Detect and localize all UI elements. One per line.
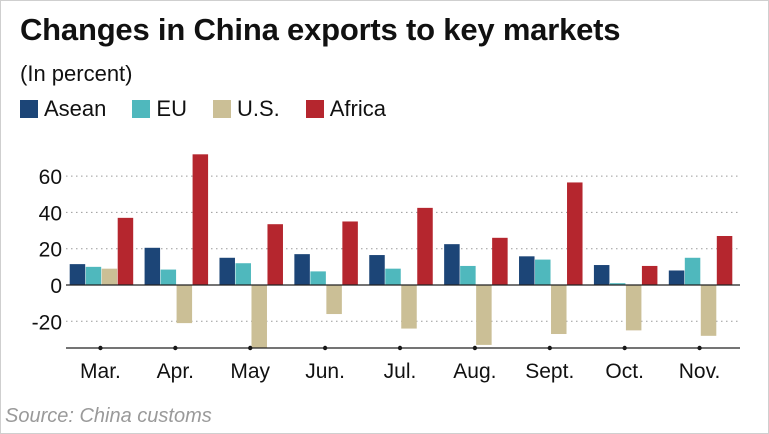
bar-us-5: [476, 285, 492, 345]
y-tick-label: 0: [50, 275, 62, 298]
bar-eu-0: [85, 266, 102, 285]
bar-asean-4: [369, 255, 385, 285]
legend-item-eu: EU: [132, 96, 187, 122]
chart-title: Changes in China exports to key markets: [20, 12, 621, 47]
bar-asean-0: [69, 264, 86, 285]
legend-label-africa: Africa: [329, 96, 386, 121]
legend-swatch-asean: [20, 100, 38, 118]
bar-eu-2: [235, 263, 251, 285]
legend-label-us: U.S.: [236, 96, 280, 121]
x-tick-label: Sept.: [525, 360, 574, 383]
bar-asean-3: [294, 254, 310, 285]
bar-africa-7: [641, 265, 658, 285]
bar-us-1: [176, 285, 193, 324]
bar-eu-6: [535, 259, 551, 285]
bar-asean-7: [593, 265, 610, 285]
y-tick-label: -20: [32, 311, 62, 334]
bar-asean-8: [668, 270, 685, 285]
bar-eu-1: [160, 269, 177, 285]
legend-label-asean: Asean: [44, 96, 107, 121]
bar-asean-2: [219, 257, 235, 285]
x-tick-label: Apr.: [157, 360, 194, 383]
x-tick-label: May: [230, 360, 270, 383]
bar-eu-7: [609, 283, 626, 285]
bar-asean-6: [519, 256, 535, 285]
chart-legend: Asean EU U.S. Africa: [20, 96, 412, 122]
bar-asean-1: [144, 247, 161, 285]
source-note: Source: China customs: [5, 405, 212, 427]
bar-us-4: [401, 285, 417, 329]
bar-africa-8: [716, 235, 733, 285]
bar-africa-4: [417, 207, 433, 285]
bar-eu-3: [310, 271, 326, 285]
bar-africa-3: [342, 221, 358, 285]
bar-us-6: [551, 285, 567, 335]
x-tick-label: Mar.: [80, 360, 121, 383]
bar-us-2: [251, 285, 267, 348]
bar-eu-5: [460, 265, 476, 285]
bar-asean-5: [444, 244, 460, 285]
bar-us-3: [326, 285, 342, 315]
bar-africa-6: [567, 182, 583, 285]
legend-label-eu: EU: [156, 96, 187, 121]
bar-africa-1: [192, 154, 209, 285]
bar-africa-2: [267, 224, 283, 285]
bar-us-0: [101, 268, 118, 285]
chart-subtitle: (In percent): [20, 61, 133, 86]
bar-africa-0: [117, 217, 134, 285]
x-tick-label: Jun.: [305, 360, 345, 383]
legend-swatch-eu: [132, 100, 151, 118]
legend-item-us: U.S.: [212, 96, 280, 122]
bar-eu-8: [684, 257, 701, 285]
bar-eu-4: [385, 268, 401, 285]
bar-us-7: [625, 285, 642, 331]
bar-africa-5: [492, 237, 508, 285]
legend-item-asean: Asean: [20, 96, 106, 122]
x-tick-label: Oct.: [605, 360, 644, 383]
legend-item-africa: Africa: [305, 96, 386, 122]
y-tick-label: 60: [39, 166, 62, 189]
bar-us-8: [700, 285, 717, 336]
x-tick-label: Aug.: [453, 360, 496, 383]
y-tick-label: 40: [39, 202, 62, 225]
x-tick-label: Jul.: [384, 360, 417, 383]
x-tick-label: Nov.: [679, 360, 721, 383]
legend-swatch-us: [212, 100, 231, 118]
legend-swatch-africa: [305, 100, 324, 118]
y-tick-label: 20: [39, 239, 62, 262]
